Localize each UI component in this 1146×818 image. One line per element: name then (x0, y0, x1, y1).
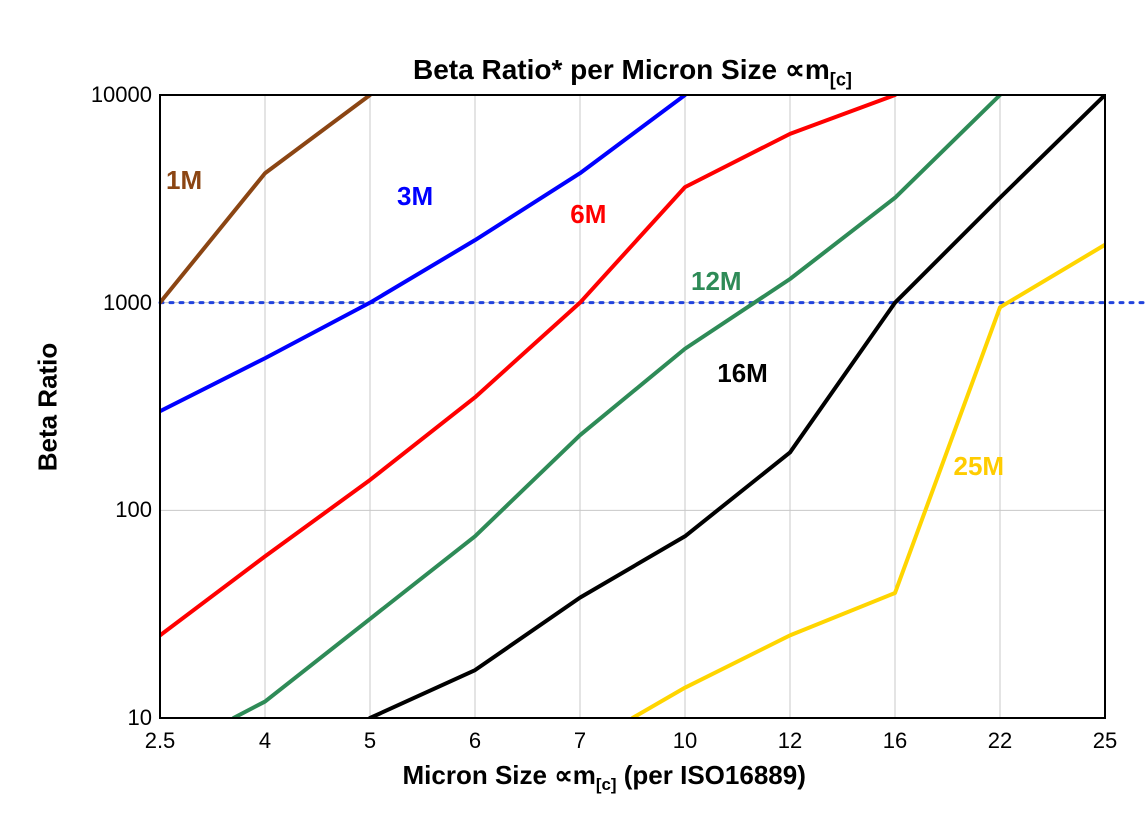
series-label: 25M (954, 451, 1005, 482)
beta-ratio-chart: Beta Ratio* per Micron Size ∝m[c] Micron… (0, 0, 1146, 818)
x-axis-label-prefix: Micron Size ∝m (403, 760, 596, 790)
x-tick-label: 4 (241, 728, 289, 754)
x-tick-label: 25 (1081, 728, 1129, 754)
x-tick-label: 7 (556, 728, 604, 754)
series-label: 6M (570, 199, 606, 230)
x-tick-label: 6 (451, 728, 499, 754)
series-label: 16M (717, 358, 768, 389)
x-tick-label: 10 (661, 728, 709, 754)
y-tick-label: 100 (115, 497, 152, 523)
x-tick-label: 5 (346, 728, 394, 754)
x-axis-label: Micron Size ∝m[c] (per ISO16889) (403, 760, 806, 795)
y-tick-label: 1000 (103, 290, 152, 316)
x-tick-label: 16 (871, 728, 919, 754)
series-label: 3M (397, 181, 433, 212)
chart-title: Beta Ratio* per Micron Size ∝m[c] (353, 53, 913, 91)
x-tick-label: 12 (766, 728, 814, 754)
chart-title-sub: [c] (830, 70, 852, 90)
x-axis-label-sub: [c] (596, 775, 617, 794)
x-tick-label: 2.5 (136, 728, 184, 754)
series-label: 1M (166, 165, 202, 196)
y-axis-label: Beta Ratio (33, 342, 64, 471)
series-label: 12M (691, 266, 742, 297)
y-tick-label: 10000 (91, 82, 152, 108)
chart-svg (0, 0, 1146, 818)
x-tick-label: 22 (976, 728, 1024, 754)
y-tick-label: 10 (128, 705, 152, 731)
chart-title-text: Beta Ratio* per Micron Size ∝m (413, 54, 830, 85)
x-axis-label-suffix: (per ISO16889) (617, 760, 806, 790)
